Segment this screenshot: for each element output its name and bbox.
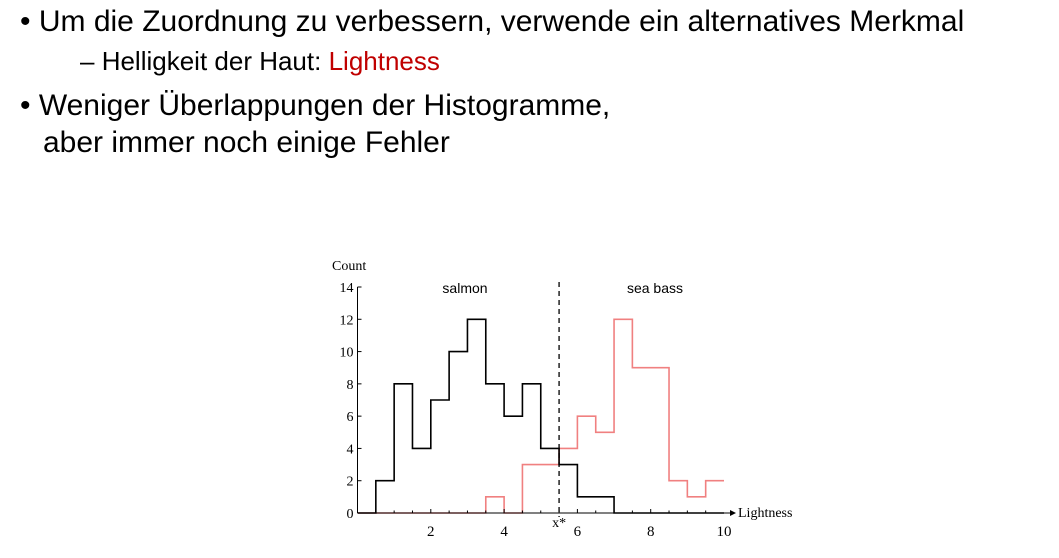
y-tick-label: 4 bbox=[347, 442, 354, 457]
y-tick-label: 14 bbox=[340, 281, 354, 296]
y-tick-label: 10 bbox=[340, 346, 354, 361]
label-salmon: salmon bbox=[442, 280, 487, 296]
threshold-label: x* bbox=[552, 516, 566, 531]
x-axis-arrow-icon bbox=[730, 510, 736, 516]
bullet-1: • Um die Zuordnung zu verbessern, verwen… bbox=[20, 5, 965, 38]
x-tick-label: 4 bbox=[500, 524, 508, 540]
bullet-2-line1: Weniger Überlappungen der Histogramme, bbox=[38, 89, 611, 122]
sub-bullet: – Helligkeit der Haut: Lightness bbox=[80, 46, 440, 76]
y-tick-label: 8 bbox=[347, 378, 354, 393]
y-tick-label: 0 bbox=[347, 507, 354, 522]
y-tick-label: 6 bbox=[347, 410, 354, 425]
x-tick-label: 2 bbox=[427, 524, 435, 540]
x-tick-label: 10 bbox=[717, 524, 732, 540]
sub-bullet-text: Helligkeit der Haut: bbox=[101, 46, 329, 76]
x-tick-label: 6 bbox=[574, 524, 582, 540]
y-tick-label: 12 bbox=[340, 313, 354, 328]
bullet-2: • Weniger Überlappungen der Histogramme, bbox=[20, 89, 611, 122]
highlight-lightness: Lightness bbox=[328, 46, 440, 76]
y-axis-label: Count bbox=[332, 259, 366, 274]
label-sea-bass: sea bass bbox=[627, 280, 683, 296]
bullet-2-line2: aber immer noch einige Fehler bbox=[43, 126, 450, 159]
x-tick-label: 8 bbox=[647, 524, 655, 540]
x-axis-label: Lightness bbox=[738, 506, 792, 521]
y-tick-label: 2 bbox=[347, 475, 354, 490]
bullet-1-text: Um die Zuordnung zu verbessern, verwende… bbox=[38, 5, 965, 38]
